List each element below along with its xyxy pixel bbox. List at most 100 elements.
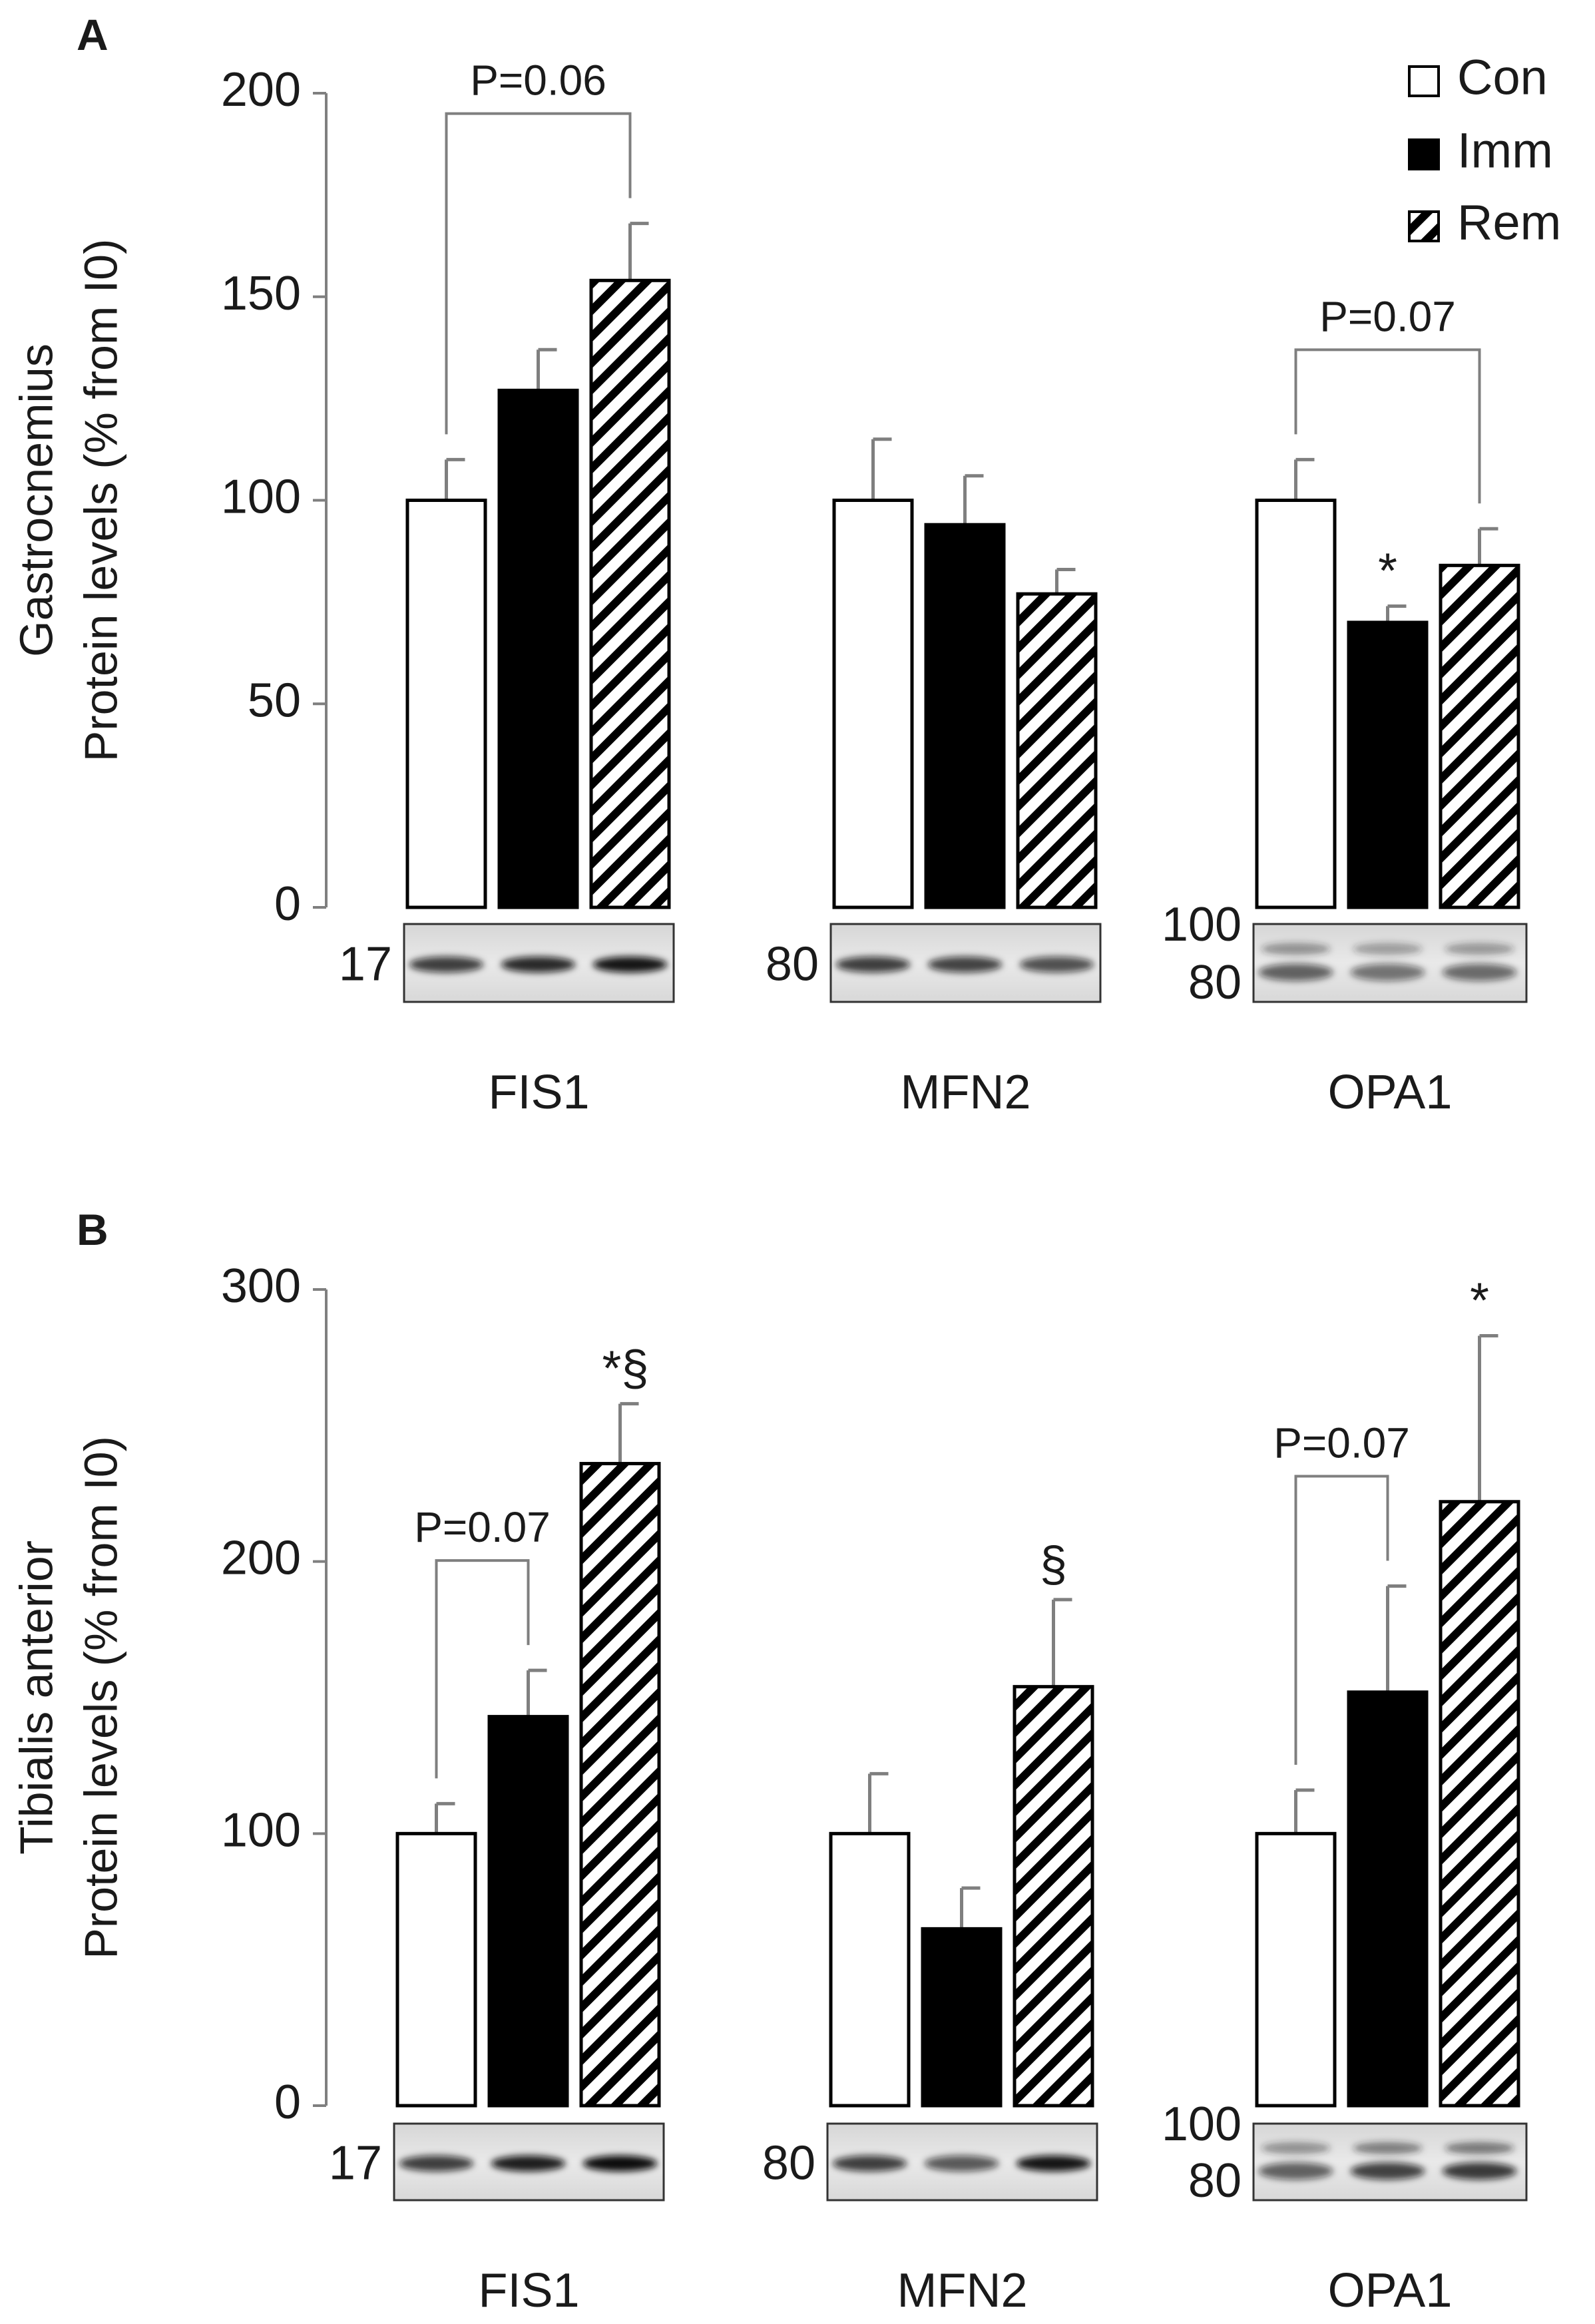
blot-band: [1353, 2142, 1423, 2154]
legend-label: Con: [1457, 50, 1548, 105]
blot-band: [592, 956, 668, 973]
y-tick-label: 200: [221, 1532, 301, 1585]
y-tick-label: 150: [221, 267, 301, 320]
blot-frame: [1252, 923, 1528, 1003]
blot-strip-fis1: [403, 923, 675, 1003]
significance-mark: *§: [602, 1341, 649, 1396]
bar-rem: [589, 278, 671, 909]
bar-con: [832, 499, 914, 909]
blot-band: [409, 956, 484, 973]
panel-b: B Tibialis anterior Protein levels (% from…: [10, 1205, 1528, 2317]
blot-band: [1350, 963, 1425, 981]
blot-band: [832, 2155, 907, 2172]
bar-imm: [1347, 1690, 1429, 2108]
blot-band: [1261, 2142, 1331, 2154]
bar-con: [395, 1831, 477, 2108]
p-value-bracket: [445, 112, 632, 435]
blot-strip-mfn2: [826, 2122, 1098, 2202]
y-tick-label: 0: [274, 2076, 301, 2129]
hatched-square-icon: [1408, 210, 1440, 242]
y-axis-label: Protein levels (% from I0): [75, 239, 126, 762]
molecular-weight-marker: 80: [766, 938, 819, 991]
blot-strip-opa1: [1252, 2122, 1528, 2202]
blot-band: [1258, 963, 1333, 981]
y-tick-label: 0: [274, 877, 301, 931]
category-label: OPA1: [1328, 1066, 1453, 1119]
p-value-label: P=0.07: [1273, 1419, 1410, 1467]
blot-band: [1016, 2155, 1091, 2172]
molecular-weight-marker: 17: [329, 2137, 382, 2190]
molecular-weight-marker: 17: [339, 938, 392, 991]
p-value-label: P=0.06: [470, 57, 606, 105]
bar-rem: [1013, 1685, 1094, 2108]
blot-band: [491, 2155, 566, 2172]
blot-band: [1350, 2162, 1425, 2180]
category-label: MFN2: [901, 1066, 1031, 1119]
blot-strip-mfn2: [829, 923, 1102, 1003]
significance-mark: *: [1378, 543, 1397, 598]
category-label: OPA1: [1328, 2264, 1453, 2317]
legend-label: Rem: [1457, 195, 1561, 250]
legend: Con Imm Rem: [1408, 50, 1561, 250]
blot-band: [399, 2155, 474, 2172]
bar-con: [1255, 499, 1337, 909]
panel-label: B: [77, 1205, 109, 1254]
y-tick-label: 50: [248, 674, 301, 727]
p-value-label: P=0.07: [414, 1503, 551, 1551]
p-value-bracket: [435, 1559, 530, 1779]
blot-band: [1442, 2162, 1517, 2180]
bar-rem: [579, 1462, 661, 2108]
panel-a: A Gastrocnemius Protein levels (% from I0)…: [10, 10, 1528, 1119]
blot-band: [1261, 943, 1331, 955]
y-tick-label: 300: [221, 1260, 301, 1313]
bar-rem: [1439, 563, 1520, 909]
molecular-weight-marker: 100: [1162, 898, 1242, 951]
legend-label: Imm: [1457, 123, 1553, 178]
blot-strip-fis1: [393, 2122, 665, 2202]
significance-mark: *: [1470, 1272, 1489, 1327]
category-label: FIS1: [488, 1066, 589, 1119]
significance-mark: §: [1040, 1536, 1067, 1592]
p-value-label: P=0.07: [1319, 292, 1456, 340]
p-value-bracket: [1294, 348, 1481, 504]
panel-label: A: [77, 10, 109, 59]
blot-band: [927, 956, 1003, 973]
filled-square-icon: [1408, 138, 1440, 170]
blot-band: [501, 956, 576, 973]
y-axis-label: Protein levels (% from I0): [75, 1436, 126, 1959]
blot-band: [1442, 963, 1517, 981]
bar-con: [405, 499, 487, 909]
bar-imm: [924, 523, 1006, 909]
blot-band: [1353, 943, 1423, 955]
bar-con: [829, 1831, 911, 2108]
bar-imm: [1347, 620, 1429, 909]
molecular-weight-marker: 80: [1188, 2154, 1242, 2208]
molecular-weight-marker: 100: [1162, 2098, 1242, 2151]
blot-band: [1019, 956, 1094, 973]
blot-band: [1445, 943, 1514, 955]
y-axis-label: Tibialis anterior: [10, 1540, 62, 1855]
open-square-icon: [1408, 65, 1440, 97]
y-tick-label: 100: [221, 1803, 301, 1857]
category-label: FIS1: [478, 2264, 579, 2317]
bar-con: [1255, 1831, 1337, 2108]
bar-rem: [1439, 1500, 1520, 2108]
bar-imm: [921, 1927, 1003, 2108]
molecular-weight-marker: 80: [762, 2137, 815, 2190]
bar-rem: [1016, 592, 1098, 909]
bar-imm: [487, 1715, 569, 2108]
blot-band: [1258, 2162, 1333, 2180]
blot-band: [924, 2155, 999, 2172]
category-label: MFN2: [897, 2264, 1028, 2317]
y-axis-label: Gastrocnemius: [10, 344, 62, 657]
blot-band: [1445, 2142, 1514, 2154]
blot-strip-opa1: [1252, 923, 1528, 1003]
y-tick-label: 200: [221, 63, 301, 116]
blot-frame: [1252, 2122, 1528, 2202]
p-value-bracket: [1294, 1475, 1389, 1765]
blot-band: [835, 956, 911, 973]
blot-band: [582, 2155, 658, 2172]
molecular-weight-marker: 80: [1188, 956, 1242, 1009]
bar-imm: [497, 388, 579, 909]
